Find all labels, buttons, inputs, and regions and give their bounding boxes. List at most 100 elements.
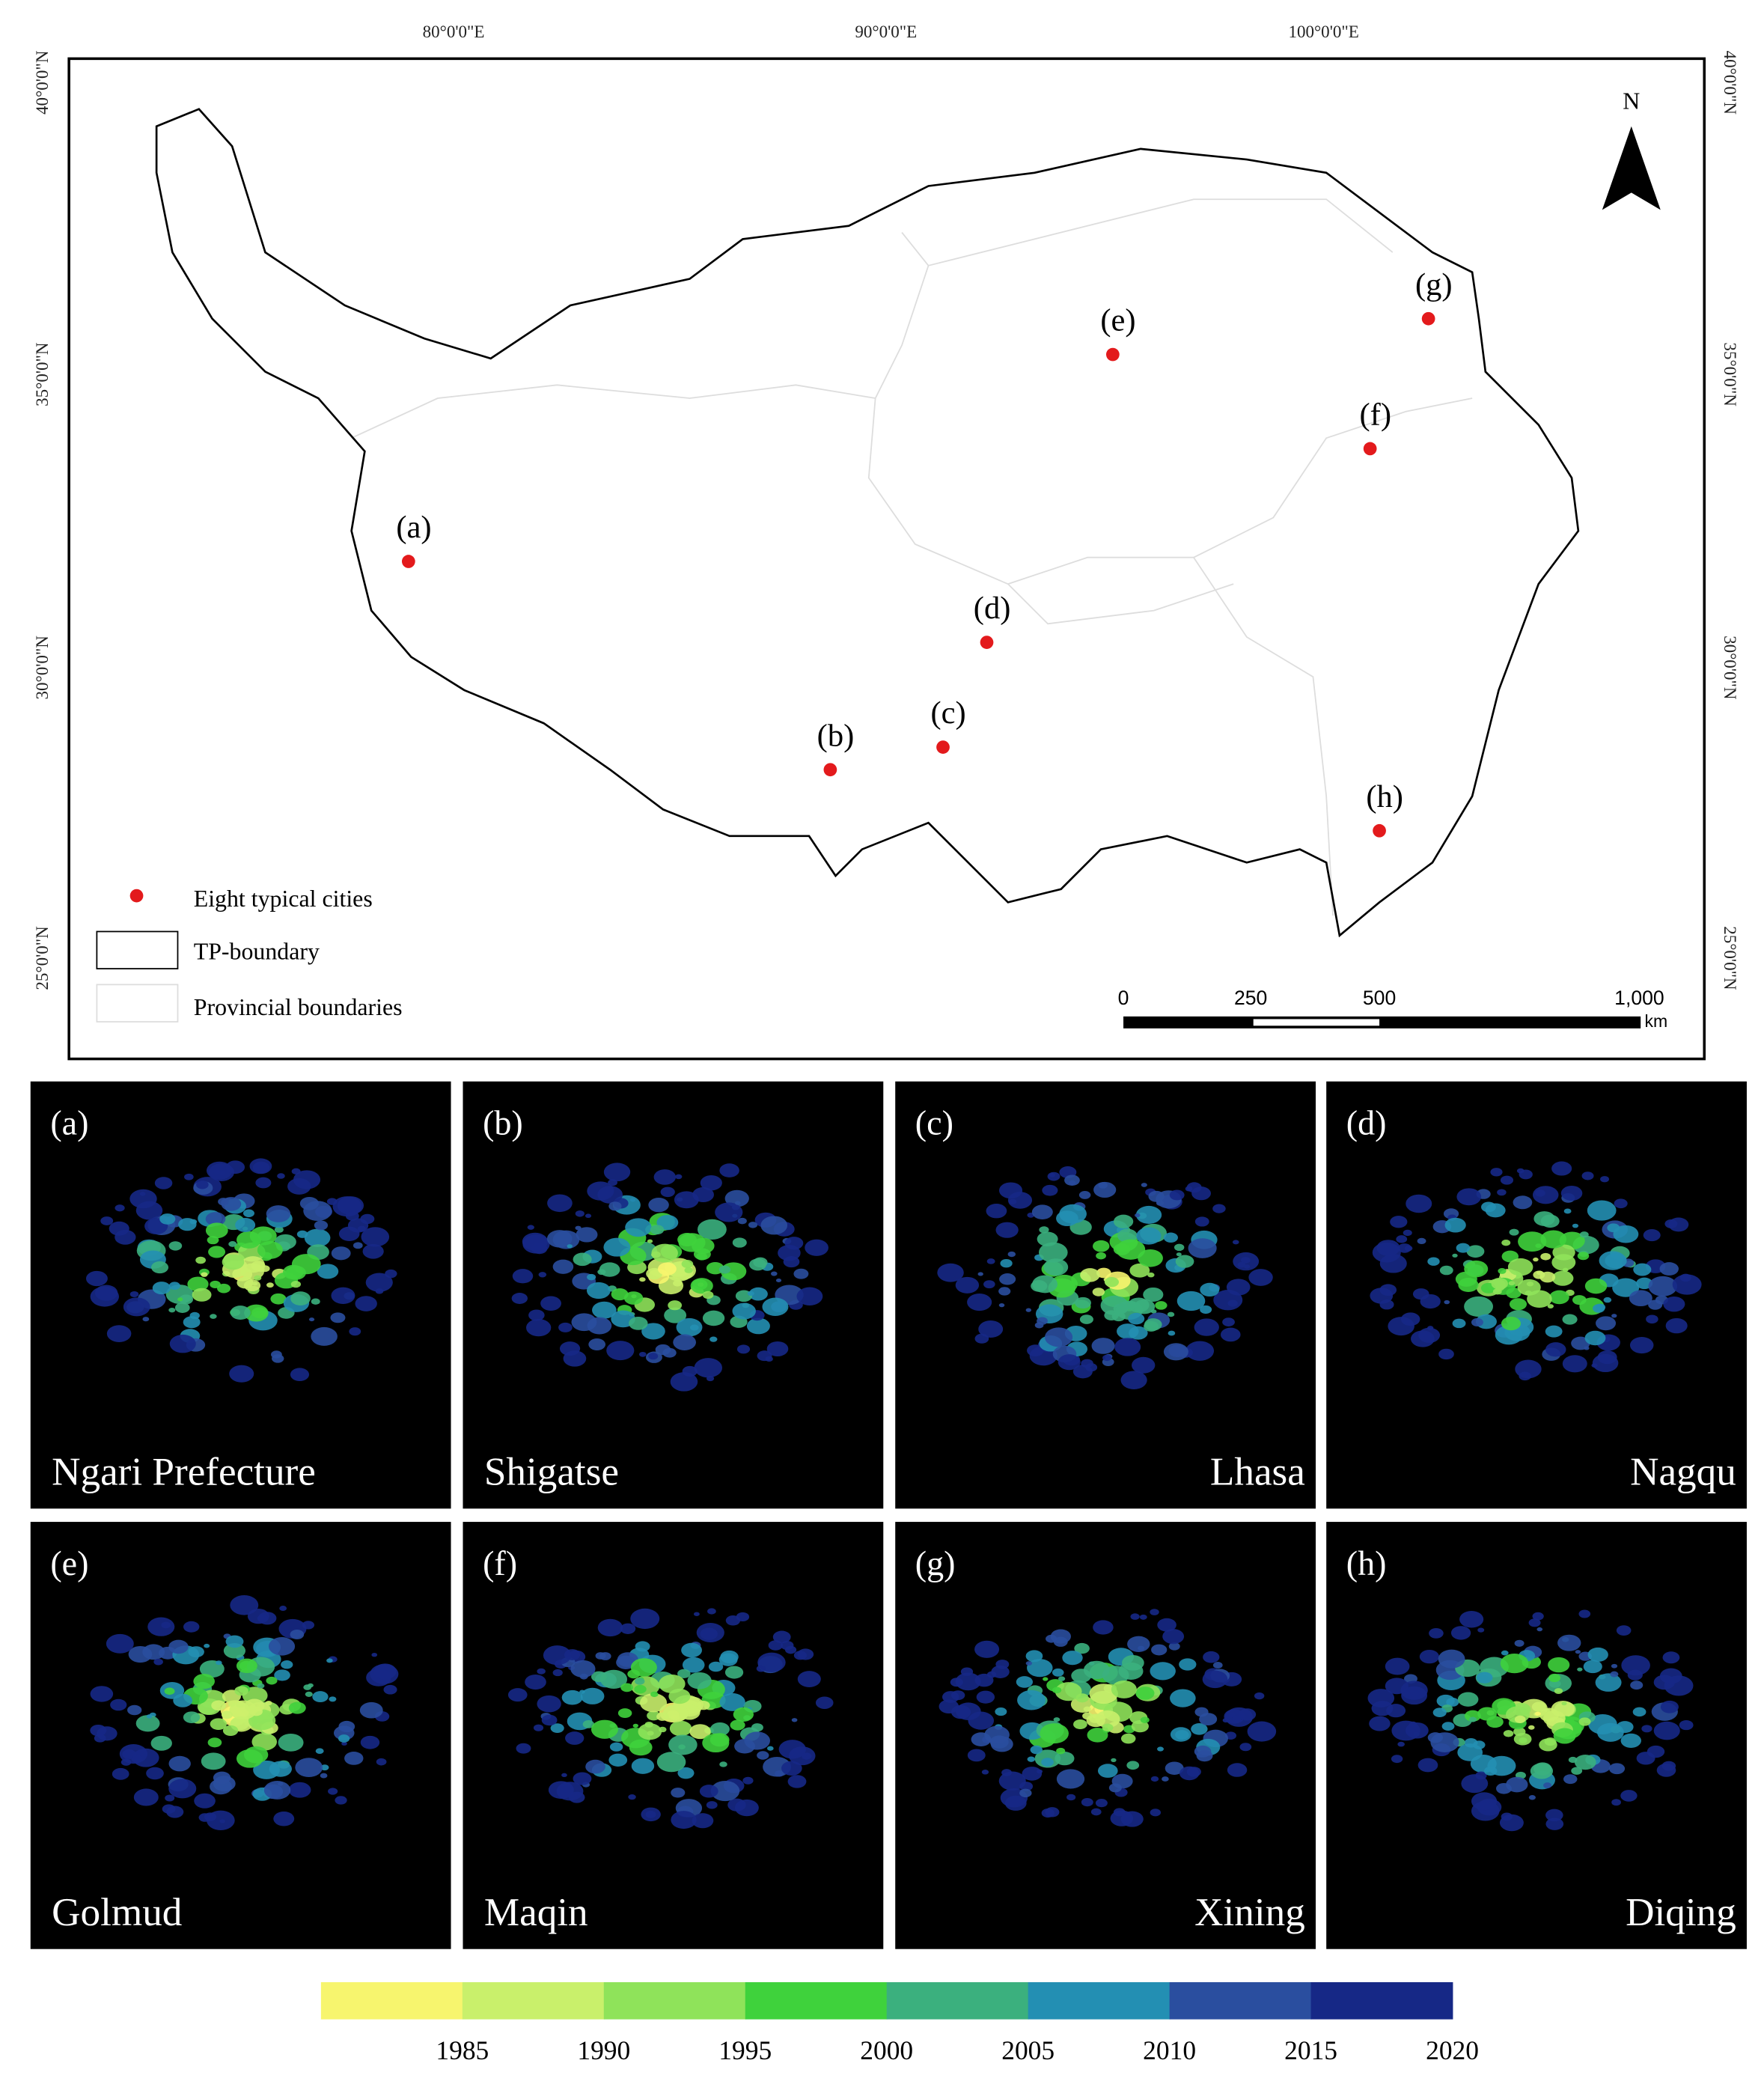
urban-patch <box>243 1279 261 1292</box>
urban-pattern <box>511 1163 828 1392</box>
urban-patch <box>1405 1722 1429 1739</box>
urban-patch <box>565 1731 585 1745</box>
urban-patch <box>1143 1287 1164 1302</box>
urban-patch <box>1608 1763 1626 1775</box>
city-dot <box>1421 311 1435 326</box>
urban-patch <box>341 1741 347 1746</box>
urban-patch <box>1240 1256 1251 1264</box>
urban-patch <box>281 1660 293 1669</box>
urban-patch <box>142 1317 150 1322</box>
urban-patch <box>100 1216 114 1225</box>
urban-patch <box>757 1751 769 1760</box>
legend-tp-box <box>96 930 179 969</box>
urban-patch <box>597 1618 623 1637</box>
urban-patch <box>660 1186 675 1198</box>
urban-patch <box>1212 1204 1226 1213</box>
urban-patch <box>1220 1327 1241 1342</box>
urban-patch <box>1397 1741 1405 1747</box>
urban-patch <box>547 1194 573 1213</box>
urban-patch <box>1135 1687 1155 1700</box>
urban-patch <box>1131 1720 1149 1733</box>
urban-patch <box>748 1222 758 1228</box>
urban-patch <box>278 1782 284 1786</box>
urban-patch <box>1176 1291 1206 1311</box>
urban-patch <box>659 1675 686 1694</box>
urban-patch <box>1157 1746 1164 1752</box>
urban-patch <box>1543 1782 1552 1788</box>
urban-patch <box>762 1297 789 1316</box>
urban-patch <box>204 1812 217 1821</box>
urban-patch <box>1140 1716 1150 1723</box>
urban-patch <box>1446 1697 1459 1707</box>
urban-patch <box>541 1714 558 1726</box>
urban-patch <box>715 1202 743 1222</box>
urban-patch <box>1456 1188 1482 1206</box>
urban-patch <box>1539 1738 1557 1752</box>
urban-patch <box>587 1181 614 1201</box>
urban-patch <box>1199 1713 1218 1726</box>
urban-patch <box>1562 1267 1569 1273</box>
urban-patch <box>1064 1174 1080 1186</box>
urban-patch <box>1104 1276 1120 1288</box>
urban-patch <box>635 1641 650 1652</box>
urban-patch <box>1557 1634 1581 1651</box>
urban-patch <box>724 1666 744 1679</box>
urban-patch <box>967 1749 986 1762</box>
urban-patch <box>603 1163 631 1182</box>
urban-patch <box>1227 1299 1238 1307</box>
urban-patch <box>766 1341 789 1356</box>
urban-patch <box>697 1700 710 1710</box>
urban-patch <box>1155 1301 1168 1310</box>
urban-patch <box>787 1775 807 1788</box>
urban-patch <box>1500 1654 1529 1674</box>
urban-patch <box>748 1287 768 1301</box>
urban-patch <box>234 1686 248 1696</box>
scale-label: 500 <box>1363 987 1396 1009</box>
urban-patch <box>359 1701 383 1719</box>
urban-patch <box>1092 1288 1105 1297</box>
urban-patch <box>732 1237 747 1248</box>
urban-patch <box>1595 1673 1622 1692</box>
urban-patch <box>1168 1330 1176 1336</box>
urban-patch <box>1607 1223 1620 1233</box>
urban-patch <box>1614 1198 1628 1209</box>
urban-patch <box>718 1265 731 1274</box>
urban-patch <box>1562 1355 1587 1373</box>
city-label: (a) <box>396 510 431 545</box>
urban-pattern <box>1367 1609 1694 1832</box>
panel-letter: (d) <box>1346 1104 1387 1142</box>
urban-patch <box>223 1643 246 1659</box>
urban-patch <box>1179 1658 1197 1671</box>
urban-patch <box>507 1688 528 1702</box>
urban-patch <box>161 1621 171 1629</box>
city-dot <box>1105 347 1120 362</box>
urban-patch <box>1506 1776 1528 1793</box>
urban-patch <box>1179 1766 1200 1781</box>
urban-patch <box>1459 1610 1484 1628</box>
urban-patch <box>94 1734 106 1743</box>
urban-patch <box>585 1759 605 1774</box>
urban-patch <box>205 1212 226 1226</box>
urban-patch <box>312 1691 329 1703</box>
urban-patch <box>1536 1270 1543 1276</box>
urban-patch <box>302 1621 315 1630</box>
urban-patch <box>791 1718 798 1722</box>
urban-patch <box>1660 1700 1679 1713</box>
urban-patch <box>1096 1252 1106 1260</box>
urban-patch <box>1073 1719 1087 1730</box>
urban-patch <box>1406 1194 1432 1213</box>
urban-patch <box>1429 1627 1444 1639</box>
urban-patch <box>974 1673 994 1687</box>
urban-patch <box>1475 1771 1487 1780</box>
city-label: (b) <box>817 718 855 753</box>
urban-patch <box>1102 1354 1112 1362</box>
urban-patch <box>719 1163 739 1177</box>
urban-patch <box>707 1608 716 1615</box>
urban-patch <box>1126 1761 1140 1770</box>
urban-patch <box>1561 1701 1567 1706</box>
colorbar-swatch <box>745 1982 888 2020</box>
urban-patch <box>1498 1268 1507 1274</box>
urban-patch <box>188 1646 204 1658</box>
panel-name: Maqin <box>484 1891 588 1934</box>
